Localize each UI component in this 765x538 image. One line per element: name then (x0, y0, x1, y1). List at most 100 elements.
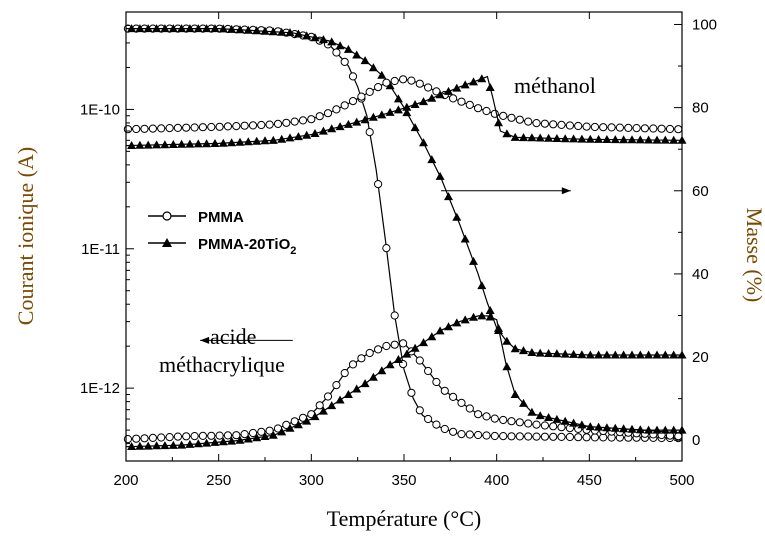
series-mass-pmma-tio2-point (577, 350, 587, 359)
series-methacrylic_acid-pmma-tio2-point (243, 434, 253, 443)
series-methanol-pmma-tio2-point (669, 135, 679, 144)
series-methacrylic_acid-pmma-point (524, 419, 533, 428)
series-methanol-pmma-point (549, 120, 558, 129)
series-mass-pmma-tio2-point (485, 306, 495, 314)
series-mass-pmma-tio2-point (327, 37, 337, 46)
series-methacrylic_acid-pmma-tio2-point (385, 360, 395, 369)
y-right-tick-label: 40 (692, 266, 709, 283)
series-methacrylic_acid-pmma-point (549, 422, 558, 431)
series-methanol-pmma-point (323, 109, 333, 118)
series-methanol-pmma-point (348, 97, 358, 106)
series-methanol-pmma-tio2-point (193, 139, 203, 148)
series-methacrylic_acid-pmma-tio2-point (168, 440, 178, 449)
series-methacrylic_acid-pmma-tio2-point (519, 398, 528, 407)
series-methanol-pmma-point (123, 125, 133, 134)
y-left-tick-label: 1E-10 (80, 101, 120, 118)
series-methacrylic_acid-pmma-point (399, 339, 408, 348)
series-mass-pmma-tio2-point (402, 108, 412, 117)
series-mass-pmma-point (382, 244, 391, 253)
series-methacrylic_acid-pmma-point (474, 410, 483, 419)
arrow-head (561, 187, 571, 195)
series-methanol-pmma-tio2-point (202, 139, 212, 148)
series-mass-pmma-tio2-point (285, 28, 295, 37)
series-methanol-pmma-point (282, 118, 291, 127)
series-mass-pmma-tio2-point (652, 350, 662, 359)
series-methanol-pmma-tio2-point (343, 119, 353, 128)
series-mass-pmma-tio2-point (435, 171, 445, 180)
series-methacrylic_acid-pmma-tio2-point (127, 442, 137, 450)
series-mass-pmma-tio2-point (444, 192, 453, 201)
series-methacrylic_acid-pmma-point (482, 412, 491, 421)
series-mass-pmma-point (440, 424, 449, 434)
y-right-tick-label: 20 (692, 349, 709, 366)
series-methanol-pmma-point (390, 76, 399, 86)
series-methacrylic_acid-pmma-point (148, 433, 157, 442)
series-mass-pmma-tio2-point (635, 350, 645, 359)
series-methanol-pmma-point (173, 123, 182, 133)
series-methacrylic_acid-pmma-tio2-point (393, 355, 403, 363)
series-methanol-pmma-tio2-point (235, 137, 245, 146)
series-methanol-pmma-tio2-point (310, 129, 320, 137)
series-methanol-pmma-point (207, 122, 216, 132)
series-methacrylic_acid-pmma-tio2-point (402, 349, 412, 358)
series-mass-pmma-point (507, 432, 516, 441)
series-methacrylic_acid-pmma-tio2-point (427, 332, 437, 341)
x-tick-label: 450 (577, 472, 602, 489)
y-left-tick-label: 1E-12 (80, 380, 120, 397)
series-methanol-pmma-point (540, 119, 550, 128)
series-methacrylic_acid-pmma-point (323, 392, 333, 401)
series-methanol-pmma-tio2-point (360, 115, 370, 124)
series-methanol-pmma-point (482, 106, 491, 116)
series-methacrylic_acid-pmma-point (432, 377, 441, 387)
series-methanol-pmma-point (148, 124, 157, 133)
series-mass-pmma-point (390, 311, 399, 320)
series-methanol-pmma-tio2-point (444, 86, 453, 95)
series-methanol-pmma-tio2-point (227, 138, 237, 147)
series-methacrylic_acid-pmma-tio2-point (210, 437, 220, 446)
series-methacrylic_acid-pmma-point (340, 369, 349, 378)
series-mass-pmma-tio2-point (343, 44, 353, 53)
series-mass-pmma-tio2-point (419, 138, 428, 147)
series-methanol-pmma-point (315, 112, 324, 121)
series-methacrylic_acid-pmma-tio2-point (285, 423, 295, 432)
series-methacrylic_acid-pmma-point (332, 381, 341, 390)
series-methanol-pmma-point (332, 105, 341, 114)
series-methacrylic_acid-pmma-point (507, 417, 516, 426)
series-methanol-pmma-point (640, 124, 650, 133)
series-methanol-pmma-tio2-point (160, 140, 170, 149)
series-mass-pmma-tio2-point (152, 24, 162, 33)
series-methanol-pmma-tio2-point (510, 132, 520, 141)
series-methanol-pmma-tio2-point (519, 133, 528, 142)
series-methacrylic_acid-pmma-tio2-point (652, 425, 662, 434)
series-mass-pmma-tio2-point (410, 123, 420, 132)
x-tick-label: 350 (391, 472, 416, 489)
series-methanol-pmma-tio2-point (135, 140, 145, 149)
series-mass-pmma-tio2-point (352, 50, 362, 59)
series-methacrylic_acid-pmma-point (424, 366, 433, 376)
series-mass-pmma-point (482, 431, 491, 440)
series-methanol-pmma-point (615, 123, 625, 132)
series-methacrylic_acid-pmma-tio2-point (143, 441, 153, 450)
series-methacrylic_acid-pmma-tio2-point (585, 422, 595, 431)
series-methacrylic_acid-pmma-point (248, 428, 258, 438)
series-mass-pmma-tio2-point (510, 344, 520, 353)
series-mass-pmma-tio2-point (185, 24, 195, 33)
series-methanol-pmma-point (657, 124, 666, 133)
series-methacrylic_acid-pmma-point (674, 432, 683, 441)
series-methacrylic_acid-pmma-tio2-point (260, 432, 270, 440)
series-methanol-pmma-point (507, 113, 516, 122)
series-methanol-pmma-tio2-point (469, 77, 478, 86)
series-mass-pmma-tio2-point (552, 349, 562, 358)
series-methacrylic_acid-pmma-point (140, 434, 149, 443)
series-mass-pmma-tio2-point (544, 349, 554, 357)
arrow-head (200, 336, 210, 344)
series-layer (123, 24, 687, 450)
series-methacrylic_acid-pmma-tio2-point (252, 433, 262, 442)
series-methacrylic_acid-pmma-tio2-point (185, 439, 195, 448)
series-methacrylic_acid-pmma-point (532, 420, 541, 429)
series-methacrylic_acid-pmma-tio2-point (435, 326, 445, 335)
series-methanol-pmma-point (190, 123, 199, 132)
series-methacrylic_acid-pmma-tio2-point (352, 384, 362, 393)
series-methacrylic_acid-pmma-tio2-point (368, 372, 378, 381)
series-methacrylic_acid-pmma-point (490, 414, 499, 423)
